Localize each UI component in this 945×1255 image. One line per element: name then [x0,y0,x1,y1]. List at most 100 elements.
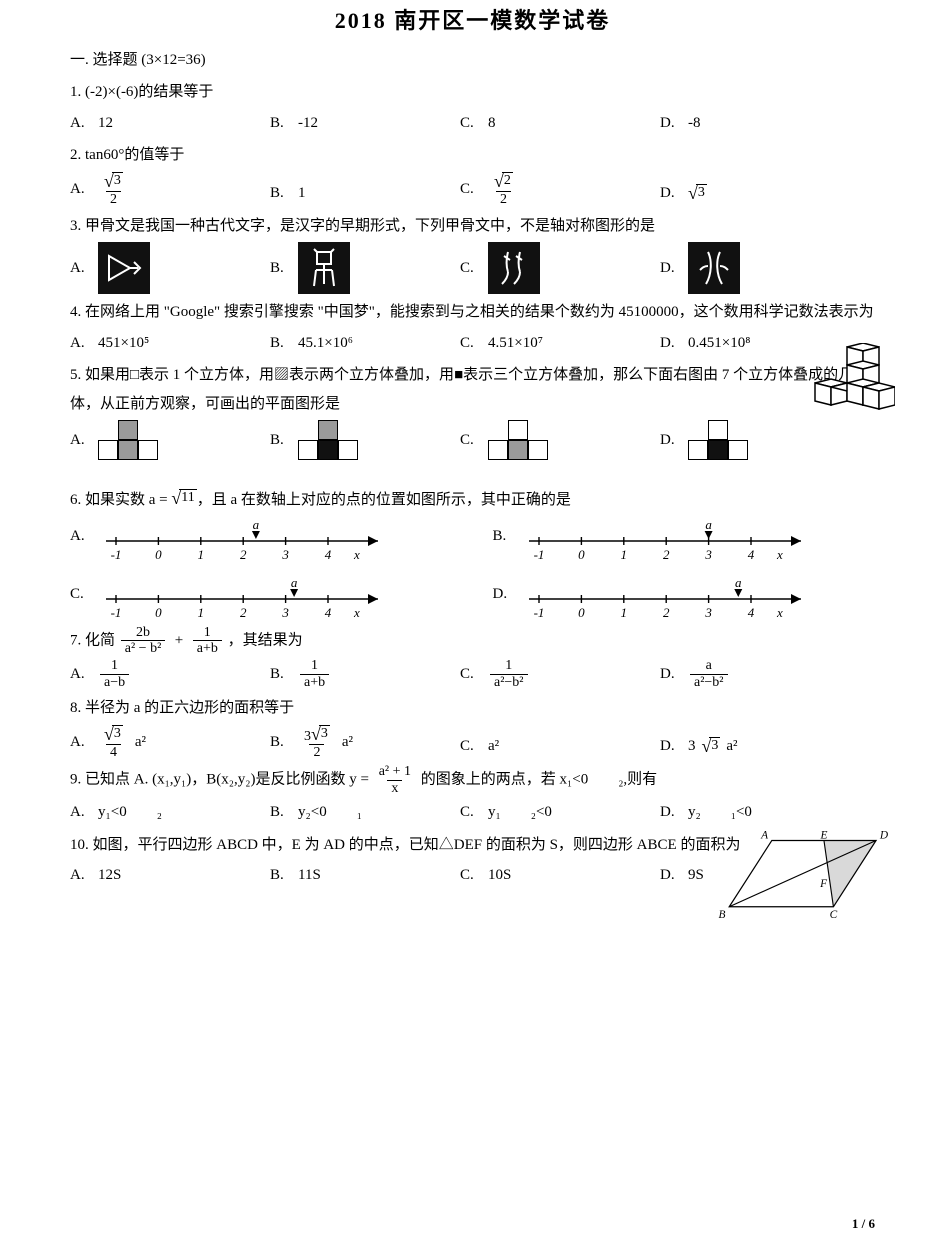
q5-text: 5. 如果用□表示 1 个立方体，用▨表示两个立方体叠加，用■表示三个立方体叠加… [70,361,875,418]
opt-label: B. [270,109,292,138]
svg-text:3: 3 [281,605,289,620]
svg-text:E: E [819,831,827,842]
q10-text-content: 10. 如图，平行四边形 ABCD 中，E 为 AD 的中点，已知△DEF 的面… [70,837,740,853]
numberline-b-icon: -101234xa [521,515,821,563]
opt-label: A. [70,522,92,563]
svg-text:4: 4 [747,605,754,620]
opt-label: C. [460,660,482,689]
opt-value: 451×10⁵ [98,329,149,358]
q2-text: 2. tan60°的值等于 [70,141,875,170]
q9-suffix: 的图象上的两点，若 x₁<0 ₂,则有 [421,772,657,788]
opt-value: 9S [688,861,704,890]
opt-value: 12 [98,109,113,138]
svg-text:1: 1 [198,605,205,620]
opt-value: 10S [488,861,511,890]
opt-label: C. [460,426,482,455]
fraction-icon: a² + 1 x [375,764,415,796]
q6-opt-b: B.-101234xa [493,515,876,563]
svg-text:2: 2 [240,605,247,620]
fraction-icon: √2 2 [490,172,517,208]
svg-text:0: 0 [578,547,585,562]
q2-opt-a: A. √3 2 [70,172,270,208]
fraction-icon: √3 4 [100,725,127,761]
q3-opt-a: A. [70,242,270,294]
q1-opt-b: B.-12 [270,109,460,138]
opt-label: C. [460,175,482,204]
svg-text:4: 4 [325,605,332,620]
opt-value: 8 [488,109,496,138]
q5-text-content: 5. 如果用□表示 1 个立方体，用▨表示两个立方体叠加，用■表示三个立方体叠加… [70,367,868,412]
q2-options: A. √3 2 B.1 C. √2 2 D. √3 [70,172,875,208]
opt-suffix: a² [135,728,146,757]
opt-label: C. [460,798,482,827]
svg-text:1: 1 [620,547,627,562]
opt-label: D. [660,861,682,890]
svg-text:4: 4 [325,547,332,562]
opt-label: A. [70,660,92,689]
q5-opt-b: B. [270,420,460,460]
opt-label: C. [460,861,482,890]
opt-label: C. [460,109,482,138]
svg-text:0: 0 [578,605,585,620]
fraction-icon: 1a+b [300,658,329,690]
opt-label: B. [270,254,292,283]
opt-label: D. [660,109,682,138]
svg-text:a: a [735,575,742,590]
svg-text:x: x [353,547,360,562]
opt-label: D. [660,732,682,761]
opt-value: 12S [98,861,121,890]
svg-text:2: 2 [662,547,669,562]
opt-label: B. [270,728,292,757]
svg-text:3: 3 [704,547,712,562]
q7-opt-b: B. 1a+b [270,658,460,690]
q1-options: A.12 B.-12 C.8 D.-8 [70,109,875,138]
q1-text: 1. (-2)×(-6)的结果等于 [70,78,875,107]
q8-opt-c: C.a² [460,732,660,761]
q7-text: 7. 化简 2b a² − b² + 1 a+b ，其结果为 [70,625,875,657]
svg-text:0: 0 [155,547,162,562]
opt-value: a² [488,732,499,761]
svg-text:-1: -1 [533,605,544,620]
svg-text:x: x [776,547,783,562]
q6-opt-a: A.-101234xa [70,515,453,563]
q9-opt-d: D.y₂ ₁<0 [660,798,875,827]
q1-opt-c: C.8 [460,109,660,138]
fraction-icon: 1a−b [100,658,129,690]
q7-opt-d: D. aa²−b² [660,658,875,690]
q9-opt-b: B.y₂<0 ₁ [270,798,460,827]
opt-value: y₂<0 ₁ [298,798,362,827]
opt-label: C. [460,254,482,283]
opt-value: y₂ ₁<0 [688,798,752,827]
oracle-glyph-b-icon [298,242,350,294]
opt-label: A. [70,798,92,827]
opt-label: B. [270,660,292,689]
page-title: 2018 南开区一模数学试卷 [70,0,875,42]
q8-options: A. √3 4 a² B. 3√3 2 a² C.a² D. 3√3a² [70,725,875,761]
opt-suffix: a² [342,728,353,757]
sqrt-icon: √11 [171,489,196,507]
opt-value: 11S [298,861,321,890]
svg-text:a: a [253,517,260,532]
q4-opt-c: C.4.51×10⁷ [460,329,660,358]
q3-opt-b: B. [270,242,460,294]
opt-value: 0.451×10⁸ [688,329,750,358]
q10-text: 10. 如图，平行四边形 ABCD 中，E 为 AD 的中点，已知△DEF 的面… [70,831,875,860]
q8-opt-d: D. 3√3a² [660,732,875,761]
fraction-icon: 1a²−b² [490,658,528,690]
q5-options: A. B. C. D. [70,420,875,460]
opt-label: B. [493,522,515,563]
q8-opt-b: B. 3√3 2 a² [270,725,460,761]
cross-b-icon [298,420,358,460]
opt-label: D. [660,660,682,689]
q6-prefix: 6. 如果实数 a = [70,492,171,508]
oracle-glyph-c-icon [488,242,540,294]
q4-text: 4. 在网络上用 "Google" 搜索引擎搜索 "中国梦"，能搜索到与之相关的… [70,298,875,327]
svg-text:2: 2 [662,605,669,620]
svg-text:B: B [718,909,725,921]
q1-opt-a: A.12 [70,109,270,138]
opt-label: D. [660,254,682,283]
sqrt-icon: √3 [688,184,707,202]
svg-text:-1: -1 [111,547,122,562]
q8-opt-a: A. √3 4 a² [70,725,270,761]
opt-label: D. [493,580,515,621]
